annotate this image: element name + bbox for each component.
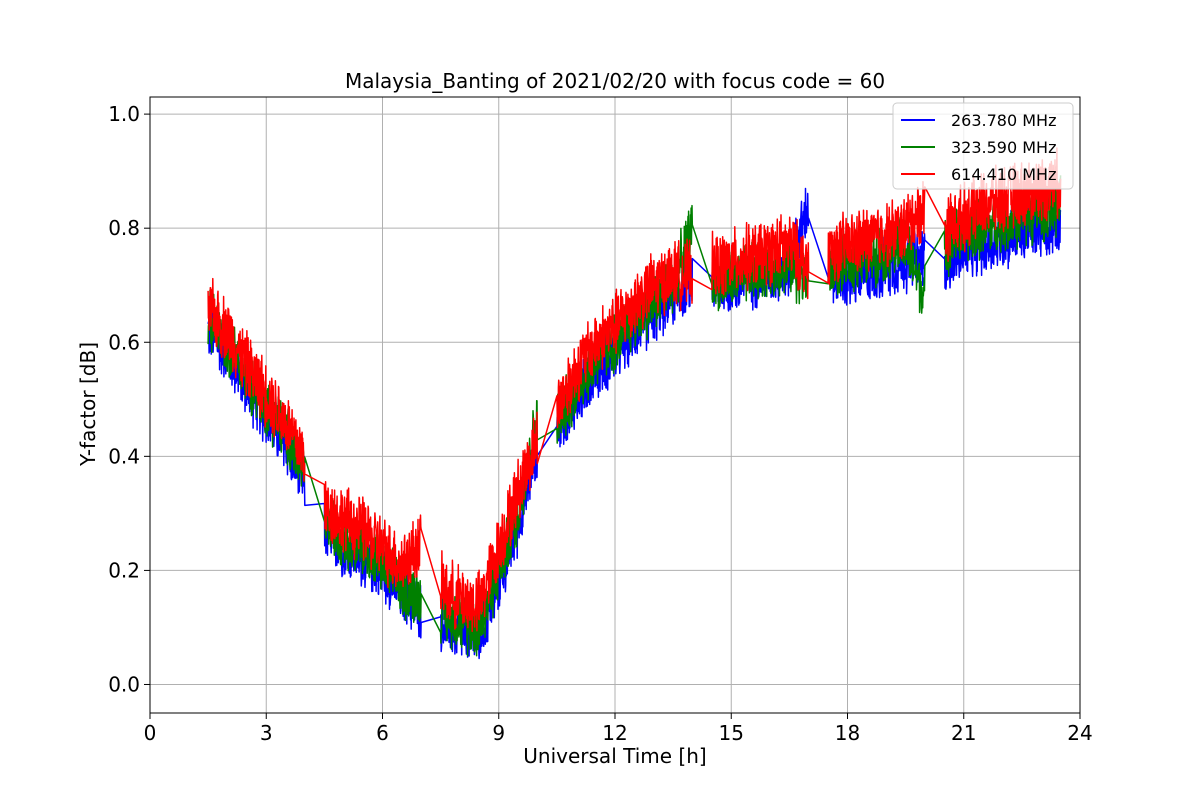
series-layer xyxy=(207,147,1062,660)
y-axis-label: Y-factor [dB] xyxy=(76,342,100,467)
series-line-3 xyxy=(207,147,1062,633)
x-tick-label: 6 xyxy=(376,721,389,745)
y-tick-label: 0.0 xyxy=(108,672,140,696)
y-tick-label: 1.0 xyxy=(108,102,140,126)
y-tick-label: 0.6 xyxy=(108,330,140,354)
y-tick-label: 0.4 xyxy=(108,444,140,468)
legend-label: 263.780 MHz xyxy=(951,111,1056,130)
legend-label: 323.590 MHz xyxy=(951,138,1056,157)
x-tick-label: 3 xyxy=(260,721,273,745)
x-tick-label: 0 xyxy=(144,721,157,745)
legend-box xyxy=(892,102,1074,190)
x-tick-label: 15 xyxy=(719,721,744,745)
x-axis-label: Universal Time [h] xyxy=(523,744,706,768)
x-tick-label: 24 xyxy=(1067,721,1092,745)
legend: 263.780 MHz 323.590 MHz 614.410 MHz xyxy=(892,102,1074,190)
x-tick-label: 18 xyxy=(835,721,860,745)
x-tick-label: 12 xyxy=(602,721,627,745)
chart-title: Malaysia_Banting of 2021/02/20 with focu… xyxy=(345,69,885,93)
x-axis: 0 3 6 9 12 15 18 21 24 xyxy=(144,713,1093,745)
y-tick-label: 0.2 xyxy=(108,558,140,582)
legend-label: 614.410 MHz xyxy=(951,165,1056,184)
x-tick-label: 21 xyxy=(951,721,976,745)
y-tick-label: 0.8 xyxy=(108,216,140,240)
x-tick-label: 9 xyxy=(492,721,505,745)
y-axis: 0.0 0.2 0.4 0.6 0.8 1.0 xyxy=(108,102,150,696)
